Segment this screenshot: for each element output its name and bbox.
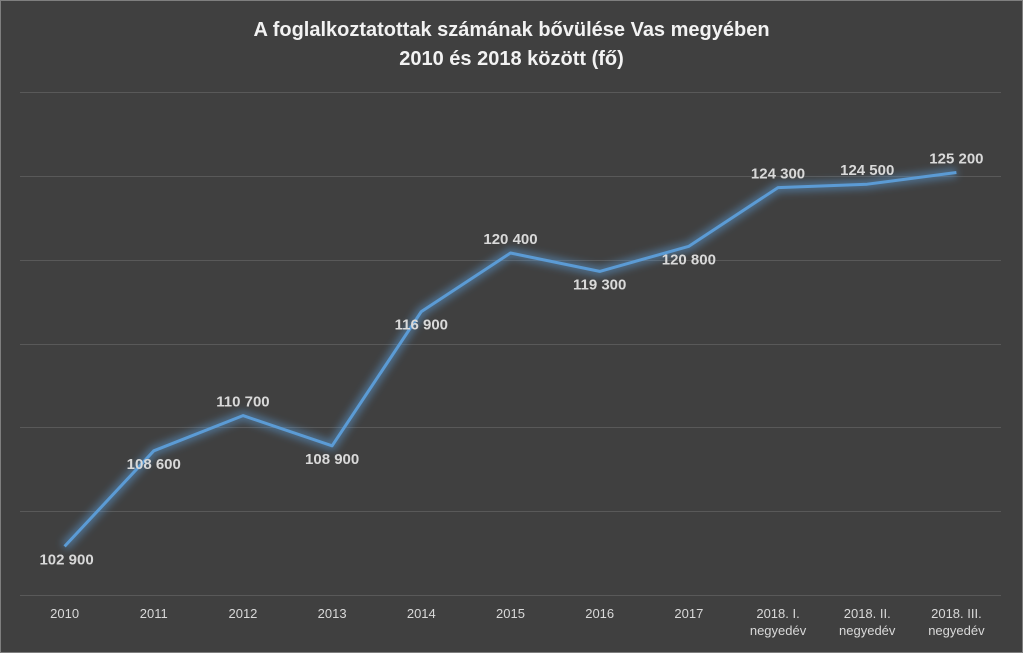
x-tick-label: 2014 [407, 606, 436, 621]
data-label: 119 300 [573, 276, 626, 293]
data-label: 102 900 [39, 551, 93, 568]
x-axis-ticks: 2010 2011 2012 2013 2014 2015 2016 2017 2018. I.… [50, 606, 985, 638]
series-line [61, 168, 957, 550]
x-tick-label: 2018. II. negyedév [839, 606, 896, 638]
data-labels: 102 900 108 600 110 700 108 900 116 900 120 4… [39, 150, 983, 568]
x-tick-label: 2016 [585, 606, 614, 621]
chart-title-line1: A foglalkoztatottak számának bővülése Va… [253, 19, 770, 41]
chart-title: A foglalkoztatottak számának bővülése Va… [0, 16, 1023, 74]
x-tick-label: 2018. III. negyedév [928, 606, 985, 638]
data-label: 120 800 [662, 251, 716, 268]
data-label: 125 200 [929, 150, 983, 167]
chart-title-line2: 2010 és 2018 között (fő) [399, 48, 624, 70]
x-tick-label: 2013 [318, 606, 347, 621]
x-tick-label: 2012 [228, 606, 257, 621]
x-tick-label: 2018. I. negyedév [750, 606, 807, 638]
data-label: 124 500 [840, 162, 894, 179]
data-label: 120 400 [483, 231, 537, 248]
data-label: 108 900 [305, 451, 359, 468]
x-tick-label: 2011 [140, 606, 168, 621]
data-label: 116 900 [395, 317, 448, 334]
x-tick-label: 2015 [496, 606, 525, 621]
series-glow [61, 168, 957, 550]
data-label: 124 300 [751, 166, 805, 183]
x-tick-label: 2010 [50, 606, 79, 621]
data-label: 108 600 [127, 456, 181, 473]
x-tick-label: 2017 [674, 606, 703, 621]
gridlines [20, 92, 1001, 596]
data-label: 110 700 [216, 394, 269, 411]
series-line-path [63, 171, 957, 548]
